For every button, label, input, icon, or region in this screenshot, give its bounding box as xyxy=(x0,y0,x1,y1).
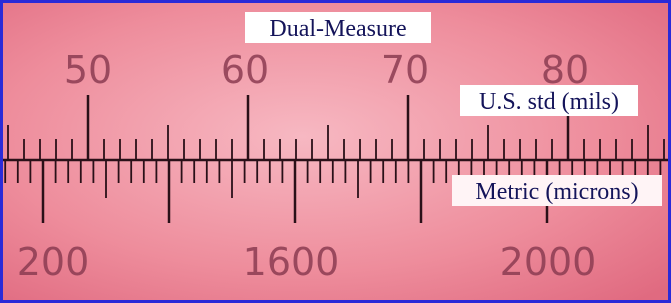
bottom-label: 2000 xyxy=(500,240,597,284)
scale-photo: 50 60 70 80 200 1600 2000 Dual-Measure U… xyxy=(3,3,668,300)
bottom-caption: Metric (microns) xyxy=(475,179,638,205)
photo-frame: 50 60 70 80 200 1600 2000 Dual-Measure U… xyxy=(0,0,671,303)
top-label: 60 xyxy=(221,48,269,92)
bottom-label: 1600 xyxy=(243,240,340,284)
top-label: 70 xyxy=(381,48,429,92)
top-label: 50 xyxy=(64,48,112,92)
title: Dual-Measure xyxy=(269,16,406,42)
bottom-label: 200 xyxy=(17,240,90,284)
top-caption: U.S. std (mils) xyxy=(479,89,619,115)
